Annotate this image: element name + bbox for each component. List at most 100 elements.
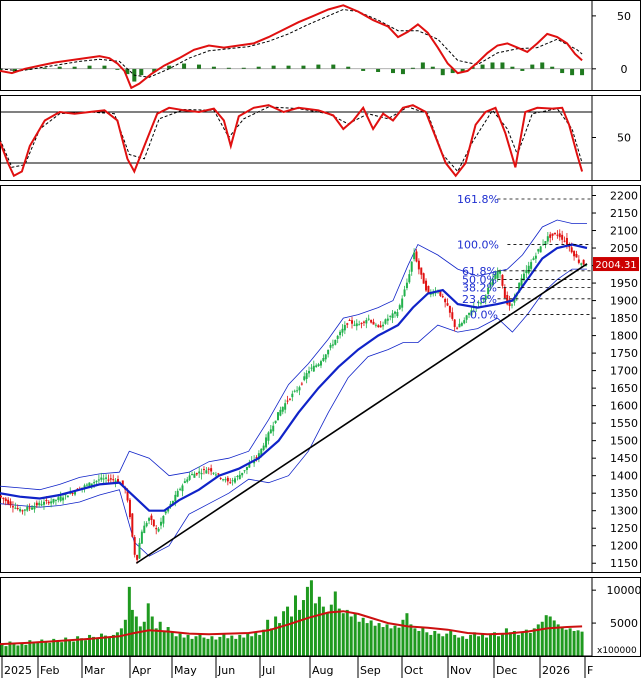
volume-bar xyxy=(357,621,361,656)
candle-body xyxy=(465,315,468,320)
volume-bar xyxy=(409,624,413,656)
candle-body xyxy=(427,286,430,293)
y-tick-label-price: 1300 xyxy=(610,505,638,518)
candle-body xyxy=(121,480,124,486)
candle-body xyxy=(489,282,492,287)
volume-bar xyxy=(473,632,477,656)
candle-body xyxy=(274,420,277,424)
y-tick-label-volume: 5000 xyxy=(610,617,638,630)
candle-body xyxy=(112,479,115,481)
candle-body xyxy=(360,322,363,324)
candle-body xyxy=(257,453,260,460)
volume-bar xyxy=(16,645,20,656)
candle-body xyxy=(171,500,174,504)
volume-bar xyxy=(138,626,142,656)
candle-body xyxy=(439,289,442,296)
volume-bar xyxy=(182,637,186,656)
macd-histogram-bar xyxy=(400,68,405,75)
volume-bar xyxy=(457,637,461,656)
volume-bar xyxy=(353,613,357,656)
candle-body xyxy=(398,305,401,310)
candle-body xyxy=(460,323,463,326)
candle-body xyxy=(348,319,351,321)
candle-body xyxy=(293,390,296,392)
candle-body xyxy=(179,488,182,490)
volume-bar xyxy=(441,636,445,656)
candle-body xyxy=(312,365,315,372)
candle-body xyxy=(243,470,246,472)
candle-body xyxy=(0,495,2,498)
candle-body xyxy=(520,278,523,286)
candle-body xyxy=(506,294,509,305)
volume-bar xyxy=(393,625,397,656)
candle-body xyxy=(379,325,382,328)
volume-bar xyxy=(226,638,230,656)
candle-body xyxy=(214,474,217,476)
volume-bar xyxy=(309,580,313,656)
volume-bar xyxy=(397,627,401,656)
candle-body xyxy=(14,507,17,509)
y-tick-label-price: 1600 xyxy=(610,400,638,413)
volume-bar xyxy=(524,629,528,656)
volume-bar xyxy=(64,637,68,656)
macd-histogram-bar xyxy=(560,68,565,74)
candle-body xyxy=(451,312,454,319)
volume-bar xyxy=(520,632,524,656)
candle-body xyxy=(217,473,220,475)
candle-body xyxy=(303,376,306,381)
candle-body xyxy=(446,303,449,306)
candle-body xyxy=(138,542,141,559)
candle-body xyxy=(525,269,528,274)
y-tick-label-price: 1350 xyxy=(610,487,638,500)
bollinger-upper-band xyxy=(0,219,587,491)
candle-body xyxy=(260,448,263,456)
volume-bar xyxy=(60,642,64,656)
volume-bar xyxy=(222,634,226,656)
candle-body xyxy=(162,515,165,524)
volume-bar xyxy=(401,619,405,656)
candle-body xyxy=(59,496,62,501)
volume-bar xyxy=(544,615,548,656)
macd-histogram-bar xyxy=(361,68,366,71)
volume-bar xyxy=(166,627,170,656)
volume-bar xyxy=(405,613,409,656)
y-tick-label-price: 1950 xyxy=(610,277,638,290)
candle-body xyxy=(570,247,573,253)
candle-body xyxy=(522,273,525,281)
y-tick-label-price: 1500 xyxy=(610,435,638,448)
candle-body xyxy=(212,472,215,474)
volume-bar xyxy=(481,633,485,656)
volume-bar xyxy=(492,632,496,656)
macd-histogram-bar xyxy=(226,67,231,69)
macd-histogram-bar xyxy=(376,68,381,72)
candle-body xyxy=(202,469,205,471)
macd-histogram-bar xyxy=(510,66,515,69)
volume-bar xyxy=(234,638,238,656)
candle-body xyxy=(157,528,160,532)
volume-bar xyxy=(274,616,278,656)
candle-body xyxy=(54,499,57,501)
candle-body xyxy=(35,502,38,506)
candle-body xyxy=(386,318,389,321)
volume-bar xyxy=(469,634,473,656)
candle-body xyxy=(105,477,108,479)
macd-histogram-bar xyxy=(211,66,216,69)
fibonacci-level-label: 161.8% xyxy=(457,193,499,206)
volume-bar xyxy=(186,634,190,656)
candle-body xyxy=(133,537,136,555)
volume-bar xyxy=(12,643,16,656)
x-tick-label: May xyxy=(174,664,197,677)
candle-body xyxy=(195,473,198,475)
candle-body xyxy=(413,252,416,260)
macd-histogram-bar xyxy=(102,65,107,69)
candle-body xyxy=(16,507,19,509)
candle-body xyxy=(128,499,131,518)
volume-bar xyxy=(92,636,96,656)
x-tick-label: 2026 xyxy=(542,664,570,677)
candle-body xyxy=(114,480,117,483)
candle-body xyxy=(23,509,26,511)
volume-bar xyxy=(198,633,202,656)
candle-body xyxy=(207,468,210,470)
candle-body xyxy=(563,240,566,242)
candle-body xyxy=(248,463,251,468)
